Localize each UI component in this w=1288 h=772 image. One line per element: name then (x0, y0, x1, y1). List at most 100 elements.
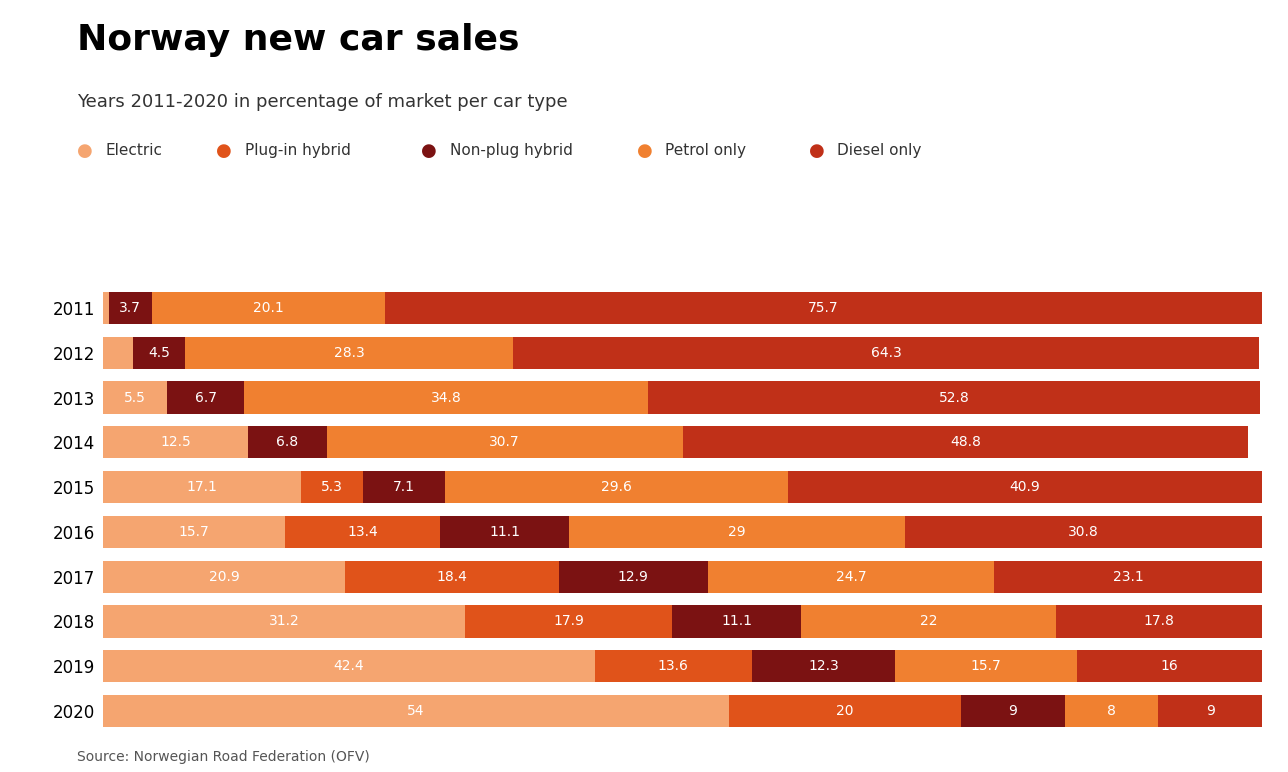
Text: Electric: Electric (106, 143, 162, 158)
Text: 40.9: 40.9 (1010, 480, 1041, 494)
Text: ●: ● (809, 141, 824, 160)
Bar (285, 516, 440, 548)
Text: 23.1: 23.1 (1113, 570, 1144, 584)
Bar (103, 605, 465, 638)
Bar (385, 292, 1262, 324)
Text: 11.1: 11.1 (721, 615, 752, 628)
Text: 75.7: 75.7 (808, 301, 838, 315)
Text: ●: ● (421, 141, 437, 160)
Text: 18.4: 18.4 (437, 570, 468, 584)
Text: 12.3: 12.3 (808, 659, 838, 673)
Bar (103, 516, 285, 548)
Bar (595, 650, 752, 682)
Text: 20.9: 20.9 (209, 570, 240, 584)
Bar (1077, 650, 1262, 682)
Bar (708, 560, 994, 593)
Bar (672, 605, 801, 638)
Text: Years 2011-2020 in percentage of market per car type: Years 2011-2020 in percentage of market … (77, 93, 568, 110)
Bar (103, 650, 595, 682)
Bar (801, 605, 1056, 638)
Text: 29: 29 (728, 525, 746, 539)
Bar (994, 560, 1262, 593)
Bar (559, 560, 708, 593)
Text: 15.7: 15.7 (970, 659, 1001, 673)
Bar (103, 695, 729, 727)
Text: 4.5: 4.5 (148, 346, 170, 360)
Text: 20.1: 20.1 (252, 301, 283, 315)
Bar (345, 560, 559, 593)
Text: 13.6: 13.6 (658, 659, 689, 673)
Text: Petrol only: Petrol only (665, 143, 746, 158)
Text: 30.7: 30.7 (489, 435, 520, 449)
Text: 54: 54 (407, 704, 425, 718)
Bar (648, 381, 1260, 414)
Text: 7.1: 7.1 (393, 480, 415, 494)
Text: ●: ● (636, 141, 653, 160)
Text: 17.1: 17.1 (187, 480, 218, 494)
Bar (363, 471, 446, 503)
Bar (103, 471, 301, 503)
Text: 52.8: 52.8 (939, 391, 970, 405)
Bar (446, 471, 788, 503)
Bar (103, 426, 247, 459)
Bar (569, 516, 905, 548)
Text: 3.7: 3.7 (120, 301, 142, 315)
Bar (683, 426, 1248, 459)
Text: 13.4: 13.4 (348, 525, 379, 539)
Text: 31.2: 31.2 (268, 615, 299, 628)
Text: 42.4: 42.4 (334, 659, 365, 673)
Text: 17.8: 17.8 (1144, 615, 1175, 628)
Text: Non-plug hybrid: Non-plug hybrid (450, 143, 572, 158)
Text: 12.5: 12.5 (160, 435, 191, 449)
Text: Norway new car sales: Norway new car sales (77, 23, 520, 57)
Bar (729, 695, 961, 727)
Text: 15.7: 15.7 (179, 525, 210, 539)
Bar (465, 605, 672, 638)
Text: 5.3: 5.3 (321, 480, 343, 494)
Bar (133, 337, 185, 369)
Bar (1065, 695, 1158, 727)
Text: 9: 9 (1206, 704, 1215, 718)
Bar (1158, 695, 1262, 727)
Text: 6.7: 6.7 (194, 391, 216, 405)
Bar (108, 292, 152, 324)
Bar (166, 381, 245, 414)
Text: 12.9: 12.9 (618, 570, 649, 584)
Bar (103, 560, 345, 593)
Bar (514, 337, 1258, 369)
Text: 48.8: 48.8 (951, 435, 981, 449)
Bar (327, 426, 683, 459)
Text: ●: ● (216, 141, 232, 160)
Bar (1056, 605, 1262, 638)
Bar (301, 471, 363, 503)
Text: 17.9: 17.9 (553, 615, 583, 628)
Bar (103, 337, 133, 369)
Text: Diesel only: Diesel only (837, 143, 922, 158)
Text: 64.3: 64.3 (871, 346, 902, 360)
Text: 24.7: 24.7 (836, 570, 867, 584)
Text: Plug-in hybrid: Plug-in hybrid (245, 143, 350, 158)
Text: 11.1: 11.1 (489, 525, 520, 539)
Bar (103, 292, 108, 324)
Bar (185, 337, 514, 369)
Bar (895, 650, 1077, 682)
Bar (752, 650, 895, 682)
Bar (152, 292, 385, 324)
Text: 30.8: 30.8 (1068, 525, 1099, 539)
Text: 34.8: 34.8 (430, 391, 461, 405)
Text: ●: ● (77, 141, 93, 160)
Text: 20: 20 (836, 704, 854, 718)
Text: 5.5: 5.5 (124, 391, 146, 405)
Text: 9: 9 (1009, 704, 1018, 718)
Text: Source: Norwegian Road Federation (OFV): Source: Norwegian Road Federation (OFV) (77, 750, 370, 764)
Bar (905, 516, 1262, 548)
Text: 28.3: 28.3 (334, 346, 365, 360)
Bar (247, 426, 327, 459)
Text: 8: 8 (1108, 704, 1115, 718)
Text: 6.8: 6.8 (277, 435, 299, 449)
Bar (961, 695, 1065, 727)
Bar (103, 381, 166, 414)
Bar (788, 471, 1262, 503)
Text: 22: 22 (920, 615, 938, 628)
Bar (245, 381, 648, 414)
